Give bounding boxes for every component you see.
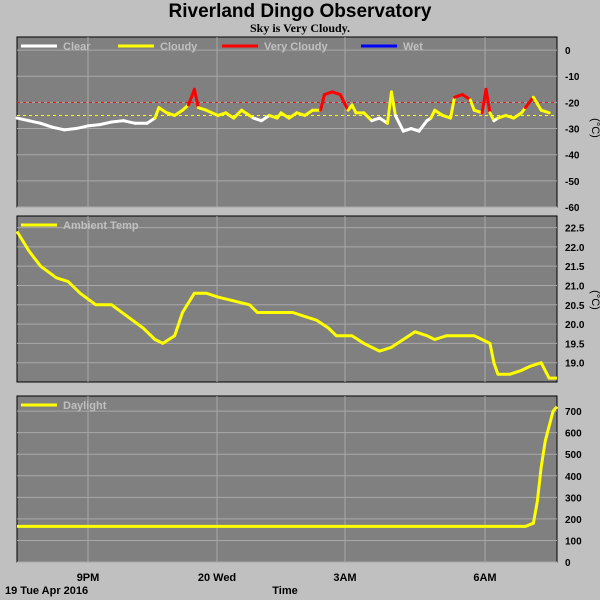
y-tick-label: 700 (565, 407, 582, 418)
date-label: 19 Tue Apr 2016 (5, 585, 88, 597)
sky-segment (484, 87, 492, 115)
sky-segment (303, 108, 315, 117)
sky-segment (192, 87, 200, 110)
sky-segment (240, 108, 252, 117)
legend-entry: Wet (403, 41, 423, 53)
sky-segment (338, 93, 350, 112)
sky-segment (287, 111, 299, 120)
sky-segment (121, 119, 137, 125)
sky-segment (460, 93, 472, 102)
sky-segment (157, 106, 169, 115)
sky-segment (86, 123, 102, 128)
sky-segment (110, 119, 125, 124)
y-tick-label: 19.5 (565, 339, 585, 350)
sky-plot-area (16, 36, 558, 208)
sky-segment (523, 95, 535, 110)
daylight-line (17, 405, 559, 528)
sky-segment (386, 90, 393, 125)
sky-segment (512, 111, 524, 120)
y-tick-label: 20.0 (565, 320, 585, 331)
legend-entry: Ambient Temp (63, 220, 139, 232)
sky-segment (186, 87, 196, 107)
y-tick-label: -60 (565, 203, 580, 214)
sky-segment (362, 111, 374, 123)
sky-segment (74, 124, 90, 131)
daylight-y-ticks: 0 100 200 300 400 500 600 700 (565, 407, 582, 569)
legend-entry: Cloudy (160, 41, 198, 53)
sky-segment (15, 116, 31, 123)
ambient-y-ticks: 19.0 19.5 20.0 20.5 21.0 21.5 22.0 22.5 (565, 224, 585, 370)
chart-subtitle: Sky is Very Cloudy. (249, 21, 351, 35)
y-tick-label: -20 (565, 98, 580, 109)
y-tick-label: 600 (565, 429, 582, 440)
sky-segment (449, 95, 457, 120)
y-tick-label: 500 (565, 450, 582, 461)
y-tick-label: -30 (565, 125, 580, 136)
sky-segment (539, 108, 551, 115)
sky-y-ticks: 0 -10 -20 -30 -40 -50 -60 (565, 46, 580, 214)
y-tick-label: 20.5 (565, 301, 585, 312)
daylight-plot-area (16, 395, 558, 563)
sky-unit-label: (°C) (589, 118, 600, 138)
y-tick-label: -50 (565, 177, 580, 188)
sky-legend: Clear Cloudy Very Cloudy Wet (21, 41, 423, 53)
sky-segment (98, 120, 114, 127)
ambient-series (15, 230, 557, 380)
legend-entry: Clear (63, 41, 91, 53)
y-tick-label: 300 (565, 493, 582, 504)
sky-series (15, 87, 551, 133)
sky-segment (389, 90, 397, 117)
sky-segment (145, 116, 157, 125)
y-tick-label: -40 (565, 151, 580, 162)
ambient-legend: Ambient Temp (21, 220, 139, 232)
y-tick-label: 22.0 (565, 243, 585, 254)
sky-segment (468, 98, 476, 112)
y-tick-label: -10 (565, 72, 580, 83)
x-tick-label: 6AM (473, 572, 496, 584)
daylight-legend: Daylight (21, 400, 107, 412)
ambient-unit-label: (°C) (589, 290, 600, 310)
sky-segment (531, 95, 543, 112)
x-tick-label: 20 Wed (198, 572, 236, 584)
sky-temp-panel: Clear Cloudy Very Cloudy Wet 0 -10 -20 -30 -40 -… (15, 36, 600, 214)
sky-segment (259, 113, 271, 123)
x-tick-label: 3AM (333, 572, 356, 584)
daylight-panel: Daylight 0 100 200 300 400 500 600 700 (16, 395, 582, 569)
y-tick-label: 21.0 (565, 281, 585, 292)
sky-segment (224, 111, 236, 120)
sky-segment (319, 93, 326, 112)
daylight-series (17, 405, 559, 528)
sky-segment (204, 108, 220, 117)
sky-segment (27, 119, 43, 125)
x-tick-label: 9PM (77, 572, 100, 584)
chart-title: Riverland Dingo Observatory (168, 1, 432, 22)
y-tick-label: 0 (565, 558, 571, 569)
y-tick-label: 400 (565, 472, 582, 483)
y-tick-label: 21.5 (565, 262, 585, 273)
sky-segment (62, 127, 78, 132)
ambient-grid (17, 216, 557, 382)
daylight-grid (17, 396, 557, 563)
x-axis-ticks: 9PM 20 Wed 3AM 6AM (77, 572, 497, 584)
sky-segment (417, 119, 429, 133)
y-tick-label: 100 (565, 536, 582, 547)
ambient-temp-panel: Ambient Temp 19.0 19.5 20.0 20.5 21.0 21.5 22.… (15, 215, 600, 383)
sky-segment (173, 108, 185, 117)
y-tick-label: 22.5 (565, 224, 585, 235)
sky-segment (39, 121, 54, 129)
ambient-line (15, 230, 557, 380)
y-tick-label: 0 (565, 46, 571, 57)
sky-segment (232, 108, 244, 120)
legend-entry: Daylight (63, 400, 107, 412)
ambient-plot-area (16, 215, 558, 383)
x-axis-label: Time (272, 585, 297, 597)
sky-segment (50, 125, 66, 132)
y-tick-label: 200 (565, 515, 582, 526)
sky-segment (433, 108, 445, 117)
legend-entry: Very Cloudy (264, 41, 328, 53)
sky-segment (153, 106, 161, 120)
sky-segment (279, 111, 291, 120)
y-tick-label: 19.0 (565, 359, 585, 370)
